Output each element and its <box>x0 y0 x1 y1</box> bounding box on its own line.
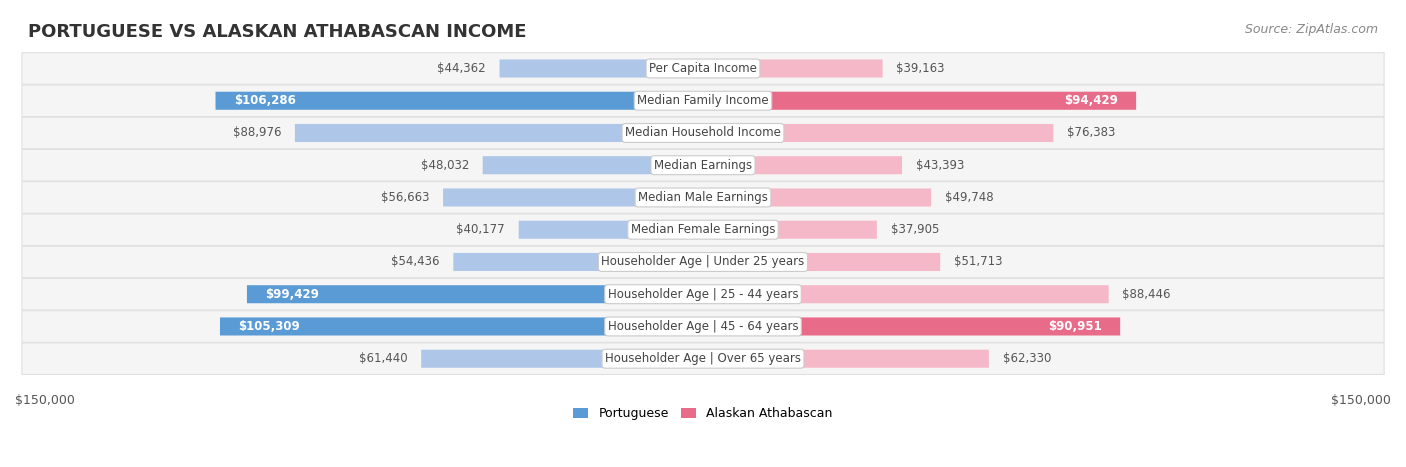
Text: $76,383: $76,383 <box>1067 127 1115 140</box>
FancyBboxPatch shape <box>22 246 1384 278</box>
FancyBboxPatch shape <box>22 214 1384 246</box>
Text: $49,748: $49,748 <box>945 191 994 204</box>
FancyBboxPatch shape <box>22 311 1384 342</box>
Text: $44,362: $44,362 <box>437 62 485 75</box>
FancyBboxPatch shape <box>519 221 703 239</box>
FancyBboxPatch shape <box>703 318 1121 335</box>
FancyBboxPatch shape <box>453 253 703 271</box>
Text: $90,951: $90,951 <box>1047 320 1102 333</box>
FancyBboxPatch shape <box>703 253 941 271</box>
Text: $88,976: $88,976 <box>232 127 281 140</box>
Text: $94,429: $94,429 <box>1064 94 1118 107</box>
FancyBboxPatch shape <box>703 189 931 206</box>
Text: Householder Age | Under 25 years: Householder Age | Under 25 years <box>602 255 804 269</box>
Text: Median Female Earnings: Median Female Earnings <box>631 223 775 236</box>
Text: $54,436: $54,436 <box>391 255 440 269</box>
Text: Median Earnings: Median Earnings <box>654 159 752 172</box>
FancyBboxPatch shape <box>295 124 703 142</box>
FancyBboxPatch shape <box>703 124 1053 142</box>
Text: $105,309: $105,309 <box>239 320 299 333</box>
Text: $43,393: $43,393 <box>915 159 965 172</box>
Text: $150,000: $150,000 <box>15 394 75 407</box>
Text: PORTUGUESE VS ALASKAN ATHABASCAN INCOME: PORTUGUESE VS ALASKAN ATHABASCAN INCOME <box>28 23 527 42</box>
Text: $99,429: $99,429 <box>266 288 319 301</box>
Text: $51,713: $51,713 <box>953 255 1002 269</box>
FancyBboxPatch shape <box>22 117 1384 149</box>
FancyBboxPatch shape <box>443 189 703 206</box>
Text: Median Male Earnings: Median Male Earnings <box>638 191 768 204</box>
Text: Median Family Income: Median Family Income <box>637 94 769 107</box>
Text: $61,440: $61,440 <box>359 352 408 365</box>
Text: Per Capita Income: Per Capita Income <box>650 62 756 75</box>
Text: $37,905: $37,905 <box>890 223 939 236</box>
Text: Householder Age | Over 65 years: Householder Age | Over 65 years <box>605 352 801 365</box>
Text: Householder Age | 25 - 44 years: Householder Age | 25 - 44 years <box>607 288 799 301</box>
FancyBboxPatch shape <box>482 156 703 174</box>
Text: $39,163: $39,163 <box>897 62 945 75</box>
FancyBboxPatch shape <box>703 156 903 174</box>
FancyBboxPatch shape <box>22 343 1384 375</box>
Text: $56,663: $56,663 <box>381 191 429 204</box>
FancyBboxPatch shape <box>22 182 1384 213</box>
FancyBboxPatch shape <box>422 350 703 368</box>
FancyBboxPatch shape <box>703 92 1136 110</box>
FancyBboxPatch shape <box>215 92 703 110</box>
Text: $62,330: $62,330 <box>1002 352 1052 365</box>
Text: Source: ZipAtlas.com: Source: ZipAtlas.com <box>1244 23 1378 36</box>
Text: $88,446: $88,446 <box>1122 288 1171 301</box>
FancyBboxPatch shape <box>22 53 1384 84</box>
FancyBboxPatch shape <box>22 278 1384 310</box>
Legend: Portuguese, Alaskan Athabascan: Portuguese, Alaskan Athabascan <box>567 401 839 427</box>
FancyBboxPatch shape <box>219 318 703 335</box>
Text: $106,286: $106,286 <box>233 94 295 107</box>
FancyBboxPatch shape <box>22 149 1384 181</box>
FancyBboxPatch shape <box>247 285 703 303</box>
FancyBboxPatch shape <box>499 59 703 78</box>
FancyBboxPatch shape <box>703 350 988 368</box>
Text: Householder Age | 45 - 64 years: Householder Age | 45 - 64 years <box>607 320 799 333</box>
FancyBboxPatch shape <box>22 85 1384 117</box>
FancyBboxPatch shape <box>703 285 1109 303</box>
Text: $40,177: $40,177 <box>457 223 505 236</box>
Text: $48,032: $48,032 <box>420 159 470 172</box>
Text: $150,000: $150,000 <box>1331 394 1391 407</box>
Text: Median Household Income: Median Household Income <box>626 127 780 140</box>
FancyBboxPatch shape <box>703 59 883 78</box>
FancyBboxPatch shape <box>703 221 877 239</box>
